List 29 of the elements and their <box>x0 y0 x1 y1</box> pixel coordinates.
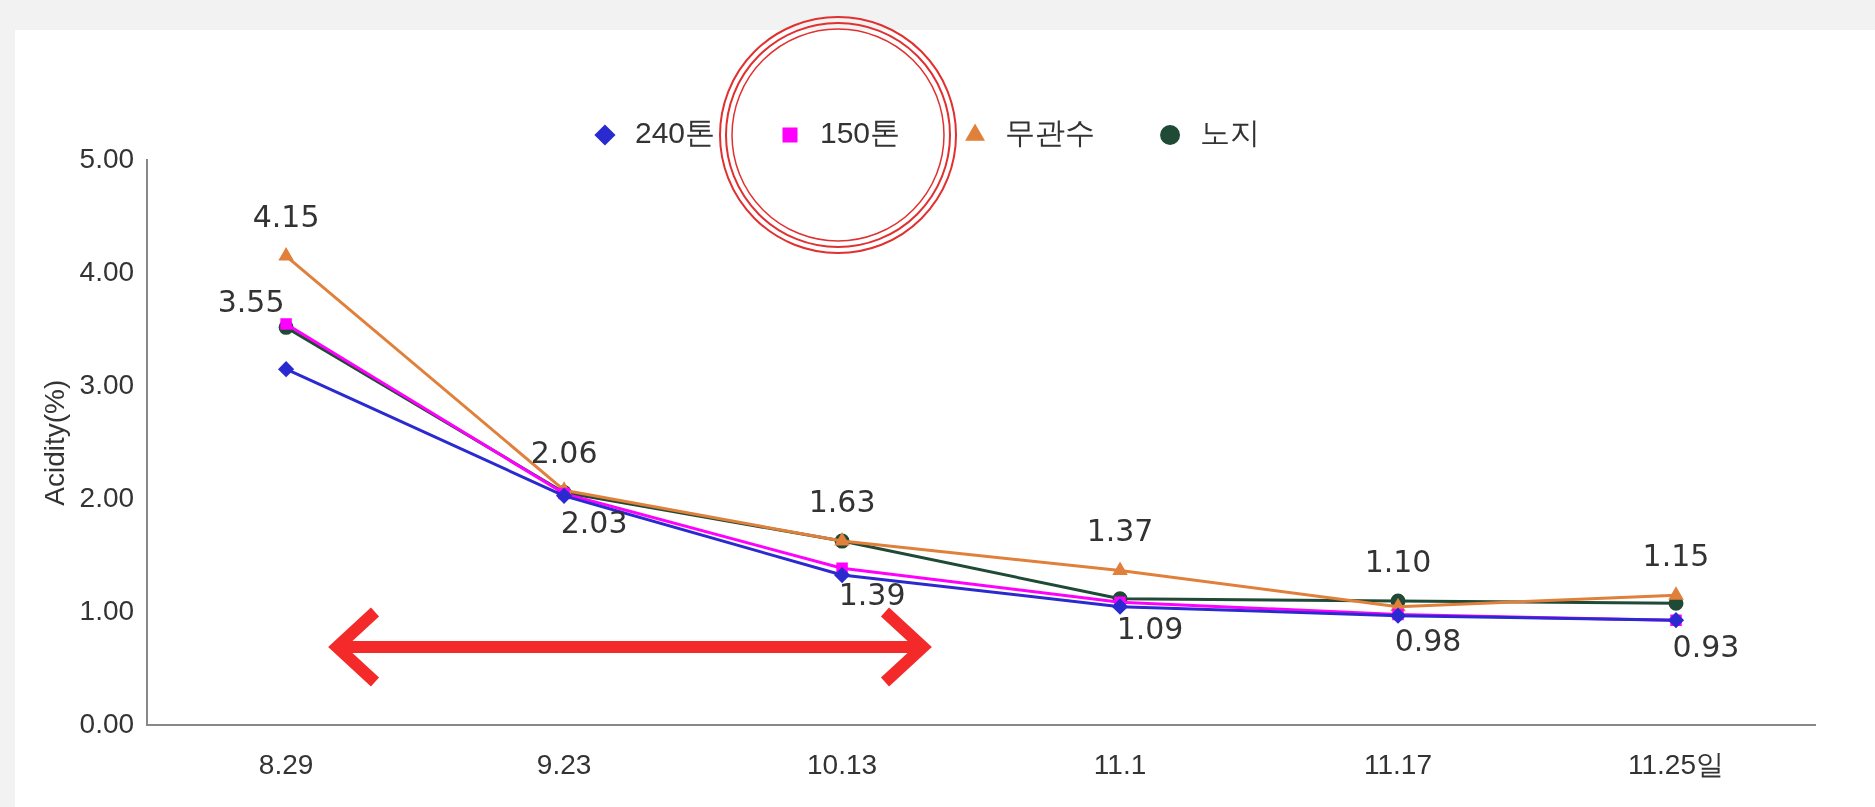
data-label: 1.39 <box>838 577 906 613</box>
legend-label: 노지 <box>1200 116 1261 150</box>
data-label: 1.09 <box>1116 610 1184 646</box>
x-tick-label: 9.23 <box>536 748 592 780</box>
legend-label: 240톤 <box>634 116 716 150</box>
legend-label: 무관수 <box>1005 116 1096 150</box>
y-axis-title: Acidity(%) <box>38 379 70 506</box>
x-tick-label: 11.25일 <box>1628 748 1725 780</box>
data-label: 2.03 <box>560 504 628 540</box>
data-label: 4.15 <box>252 198 320 234</box>
x-tick-label: 10.13 <box>807 748 878 780</box>
y-tick-label: 2.00 <box>79 481 135 513</box>
y-tick-label: 0.00 <box>79 708 135 740</box>
data-label: 0.98 <box>1394 623 1462 659</box>
x-tick-label: 11.17 <box>1364 748 1433 780</box>
data-label: 1.10 <box>1364 543 1432 579</box>
y-tick-label: 4.00 <box>79 255 135 287</box>
data-label: 1.37 <box>1086 513 1154 549</box>
legend-label: 150톤 <box>820 116 901 150</box>
data-label: 1.15 <box>1642 538 1710 574</box>
y-tick-label: 3.00 <box>79 368 135 400</box>
data-label: 3.55 <box>217 283 285 319</box>
y-tick-label: 1.00 <box>79 595 135 627</box>
x-tick-label: 11.1 <box>1093 748 1147 780</box>
y-tick-label: 5.00 <box>79 142 135 174</box>
data-label: 0.93 <box>1672 629 1740 665</box>
data-label: 2.06 <box>530 435 598 471</box>
data-label: 1.63 <box>808 483 876 519</box>
x-tick-label: 8.29 <box>258 748 314 780</box>
